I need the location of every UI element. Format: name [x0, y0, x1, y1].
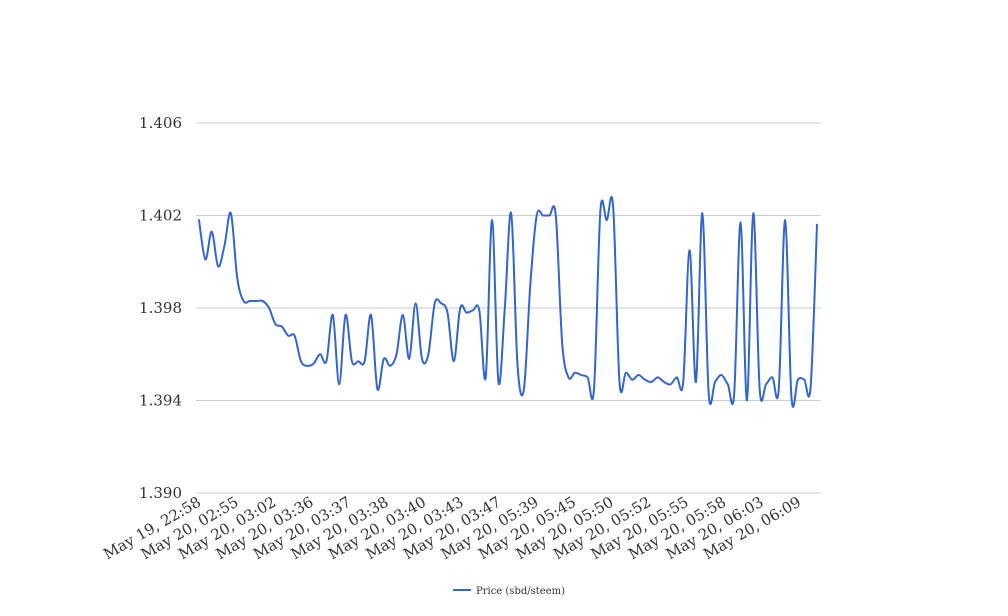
- series-group: [198, 196, 818, 408]
- grid-lines: [196, 122, 821, 494]
- y-axis: 1.406 1.402 1.398 1.394 1.390: [139, 114, 182, 502]
- y-tick-label: 1.402: [139, 207, 182, 225]
- y-tick-label: 1.390: [139, 484, 182, 502]
- y-tick-label: 1.398: [139, 299, 182, 317]
- legend-label-price: Price (sbd/steem): [476, 586, 565, 597]
- legend: Price (sbd/steem): [453, 586, 565, 597]
- y-tick-label: 1.406: [139, 114, 182, 132]
- series-line-price: [198, 196, 818, 408]
- y-tick-label: 1.394: [139, 392, 182, 410]
